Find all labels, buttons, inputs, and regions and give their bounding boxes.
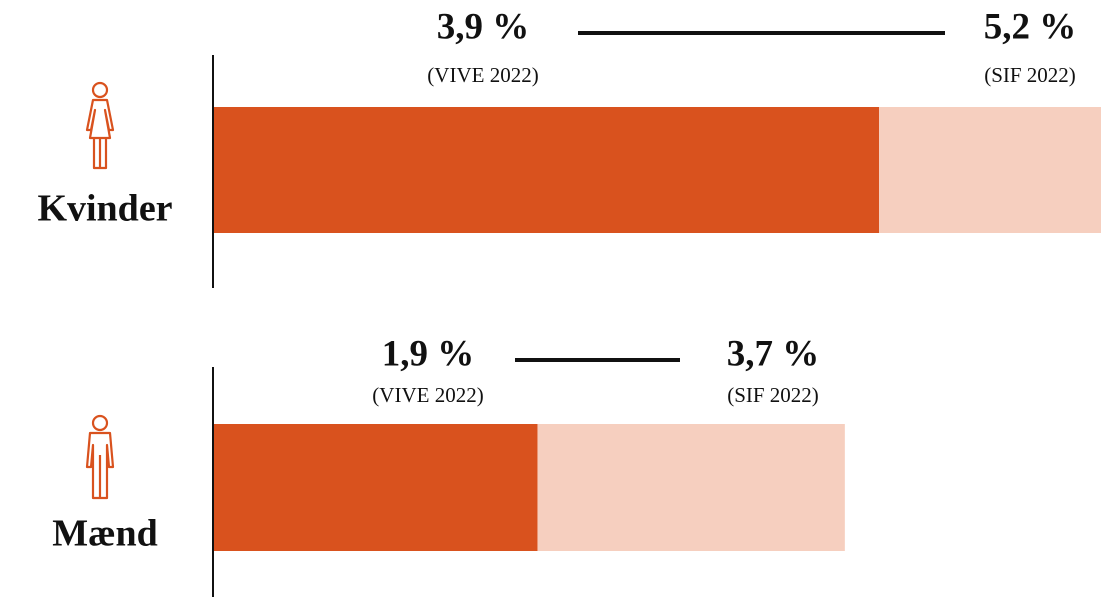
man-icon <box>85 414 115 500</box>
source-label: (VIVE 2022) <box>372 383 483 407</box>
source-label: (SIF 2022) <box>727 383 819 407</box>
value-label: 3,7 % <box>727 333 820 374</box>
bar <box>213 107 879 233</box>
source-label: (SIF 2022) <box>984 63 1076 87</box>
woman-icon <box>85 81 115 170</box>
bar <box>213 424 538 551</box>
value-label: 1,9 % <box>382 333 475 374</box>
category-label: Kvinder <box>37 188 172 230</box>
value-label: 5,2 % <box>984 6 1077 47</box>
category-label: Mænd <box>52 513 158 555</box>
source-label: (VIVE 2022) <box>427 63 538 87</box>
value-label: 3,9 % <box>437 6 530 47</box>
